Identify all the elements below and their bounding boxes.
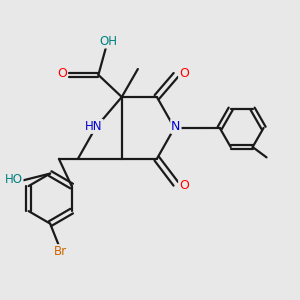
Text: Br: Br [54, 245, 67, 258]
Text: O: O [179, 67, 189, 80]
Text: O: O [57, 67, 67, 80]
Text: N: N [171, 120, 181, 133]
Text: HN: HN [85, 120, 103, 133]
Text: OH: OH [100, 34, 118, 48]
Text: HO: HO [4, 173, 22, 186]
Text: O: O [179, 179, 189, 192]
